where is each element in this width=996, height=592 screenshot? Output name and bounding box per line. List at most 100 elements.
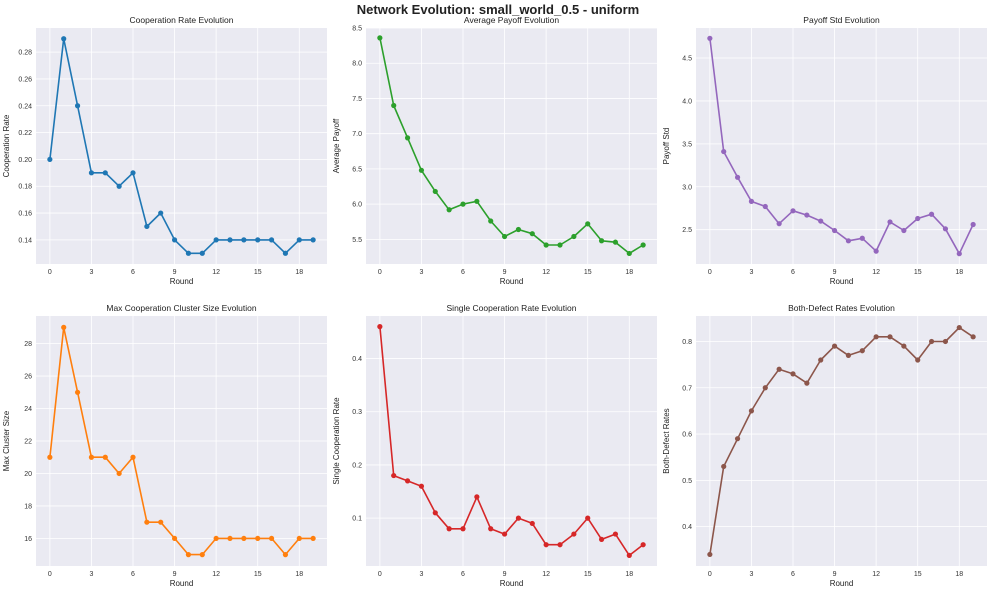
data-point [460, 526, 466, 532]
data-point [956, 324, 962, 331]
x-tick-label: 9 [833, 571, 837, 578]
y-axis-label: Both-Defect Rates [662, 408, 671, 473]
data-point [859, 348, 865, 354]
y-tick-label: 0.3 [352, 409, 362, 416]
x-axis-label: Round [500, 579, 524, 588]
x-tick-label: 12 [212, 571, 220, 578]
x-tick-label: 18 [955, 571, 963, 578]
plot-area [366, 316, 657, 566]
x-tick-label: 18 [955, 269, 963, 276]
x-tick-label: 3 [89, 269, 93, 276]
x-tick-label: 9 [503, 269, 507, 276]
chart-6: 0.4 0.5 0.6 0.7 0.8 0 3 6 9 12 15 18 Both-Defect Rat… [662, 303, 987, 588]
y-tick-label: 0.18 [18, 184, 32, 191]
x-tick-label: 15 [254, 269, 262, 276]
data-point [446, 526, 452, 532]
data-point [707, 35, 713, 41]
plot-area [696, 316, 987, 566]
x-tick-label: 12 [872, 571, 880, 578]
y-tick-label: 0.16 [18, 211, 32, 218]
data-point [543, 542, 549, 548]
x-tick-label: 0 [378, 571, 382, 578]
data-point [612, 239, 619, 245]
y-tick-label: 26 [24, 374, 32, 381]
data-point [942, 338, 949, 345]
x-axis-label: Round [170, 579, 194, 588]
data-point [377, 35, 383, 41]
data-point [268, 535, 275, 542]
data-point [571, 233, 577, 240]
y-tick-label: 0.6 [682, 432, 692, 439]
x-axis-label: Round [830, 277, 854, 286]
y-axis-label: Single Cooperation Rate [332, 397, 341, 485]
data-point [488, 526, 494, 532]
data-point [790, 371, 796, 377]
data-point [887, 334, 893, 340]
data-point [74, 389, 81, 395]
y-tick-label: 18 [24, 503, 32, 510]
data-point [171, 535, 178, 542]
data-point [626, 250, 632, 257]
data-point [543, 242, 549, 248]
figure-title: Network Evolution: small_world_0.5 - uni… [356, 2, 640, 17]
y-tick-label: 3.0 [682, 184, 692, 191]
data-point [804, 212, 810, 218]
x-tick-label: 18 [295, 269, 303, 276]
y-tick-label: 8.0 [352, 61, 362, 68]
y-tick-label: 28 [24, 341, 32, 348]
data-point [571, 531, 577, 537]
data-point [845, 238, 852, 244]
data-point [873, 334, 879, 340]
data-point [404, 135, 411, 141]
data-point [515, 226, 522, 233]
data-point [762, 385, 768, 391]
data-point [282, 250, 289, 256]
data-point [529, 231, 535, 237]
y-tick-label: 0.4 [682, 524, 692, 531]
data-point [557, 242, 563, 248]
data-point [88, 170, 95, 176]
y-tick-label: 0.4 [352, 356, 362, 363]
data-point [61, 324, 67, 330]
chart-title: Max Cooperation Cluster Size Evolution [106, 303, 257, 313]
data-point [47, 156, 53, 163]
x-axis-label: Round [170, 277, 194, 286]
data-point [748, 408, 755, 414]
x-tick-label: 18 [625, 571, 633, 578]
data-point [199, 250, 205, 256]
y-axis-label: Cooperation Rate [2, 114, 11, 177]
data-point [296, 535, 302, 542]
x-tick-label: 3 [89, 571, 93, 578]
x-tick-label: 18 [295, 571, 303, 578]
y-tick-label: 4.0 [682, 98, 692, 105]
plot-area [696, 28, 987, 264]
data-point [721, 148, 727, 155]
y-tick-label: 5.5 [352, 237, 362, 244]
data-point [640, 542, 646, 548]
data-point [956, 251, 962, 257]
data-point [734, 436, 741, 442]
data-point [158, 519, 164, 525]
data-point [404, 478, 411, 484]
data-point [818, 218, 824, 224]
y-axis-label: Average Payoff [332, 118, 341, 173]
data-point [585, 221, 591, 227]
x-tick-label: 3 [749, 571, 753, 578]
x-tick-label: 9 [503, 571, 507, 578]
y-tick-label: 0.20 [18, 157, 32, 164]
data-point [734, 174, 741, 180]
data-point [227, 535, 233, 542]
plot-area [366, 28, 657, 264]
data-point [241, 535, 247, 542]
y-tick-label: 16 [24, 536, 32, 543]
data-point [310, 535, 316, 542]
data-point [928, 211, 935, 217]
y-tick-label: 0.5 [682, 478, 692, 485]
x-tick-label: 6 [461, 571, 465, 578]
x-tick-label: 12 [542, 269, 550, 276]
data-point [88, 454, 95, 460]
data-point [61, 36, 67, 42]
data-point [515, 515, 522, 521]
series-line [379, 37, 644, 255]
data-point [391, 472, 397, 479]
